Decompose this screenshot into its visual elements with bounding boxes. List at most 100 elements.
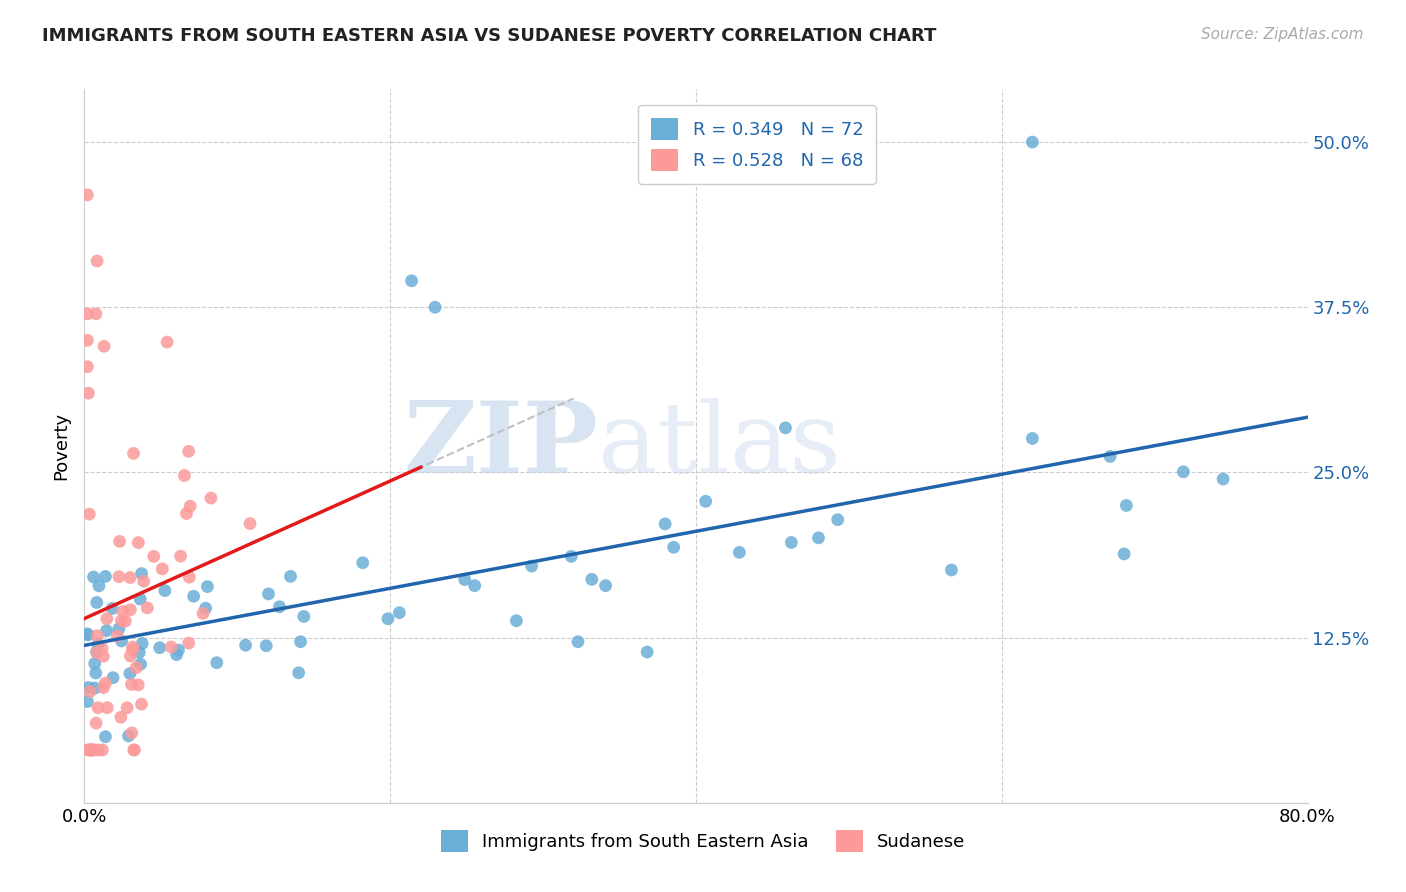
Point bbox=[86, 645, 108, 659]
Point bbox=[423, 300, 446, 314]
Point bbox=[76, 694, 98, 708]
Point bbox=[86, 254, 108, 268]
Point bbox=[581, 572, 603, 586]
Point bbox=[108, 534, 131, 549]
Point bbox=[728, 545, 751, 559]
Point bbox=[121, 677, 143, 691]
Point bbox=[287, 665, 309, 680]
Text: Source: ZipAtlas.com: Source: ZipAtlas.com bbox=[1201, 27, 1364, 42]
Point bbox=[636, 645, 658, 659]
Point bbox=[93, 339, 115, 353]
Point bbox=[94, 730, 117, 744]
Point bbox=[149, 640, 172, 655]
Point bbox=[194, 601, 217, 615]
Point bbox=[254, 639, 277, 653]
Point bbox=[177, 636, 200, 650]
Point bbox=[169, 549, 191, 563]
Point bbox=[125, 660, 148, 674]
Point bbox=[77, 743, 100, 757]
Point bbox=[1021, 135, 1043, 149]
Point bbox=[352, 556, 374, 570]
Point bbox=[131, 636, 153, 650]
Point bbox=[388, 606, 411, 620]
Point bbox=[127, 678, 149, 692]
Point bbox=[76, 188, 98, 202]
Point bbox=[76, 333, 98, 347]
Point bbox=[520, 559, 543, 574]
Point bbox=[83, 657, 105, 671]
Point bbox=[166, 648, 188, 662]
Point bbox=[110, 710, 132, 724]
Point bbox=[76, 627, 98, 641]
Text: ZIP: ZIP bbox=[404, 398, 598, 494]
Point bbox=[505, 614, 527, 628]
Point bbox=[195, 580, 218, 594]
Point bbox=[108, 622, 131, 636]
Point bbox=[150, 562, 173, 576]
Point bbox=[122, 743, 145, 757]
Point bbox=[131, 697, 153, 711]
Point bbox=[131, 566, 153, 581]
Point bbox=[136, 600, 159, 615]
Point bbox=[183, 589, 205, 603]
Point bbox=[662, 541, 685, 555]
Point bbox=[84, 307, 107, 321]
Legend: Immigrants from South Eastern Asia, Sudanese: Immigrants from South Eastern Asia, Suda… bbox=[427, 818, 979, 865]
Point bbox=[83, 743, 105, 757]
Point bbox=[695, 494, 717, 508]
Point bbox=[1173, 465, 1195, 479]
Point bbox=[77, 743, 100, 757]
Point bbox=[179, 499, 201, 513]
Point bbox=[153, 583, 176, 598]
Point bbox=[235, 638, 257, 652]
Point bbox=[120, 603, 142, 617]
Point bbox=[87, 743, 110, 757]
Point bbox=[77, 681, 100, 695]
Point bbox=[96, 624, 118, 638]
Point bbox=[269, 599, 291, 614]
Point bbox=[82, 743, 104, 757]
Point bbox=[401, 274, 423, 288]
Point bbox=[115, 700, 138, 714]
Point bbox=[827, 513, 849, 527]
Point bbox=[117, 729, 139, 743]
Point bbox=[257, 587, 280, 601]
Point bbox=[84, 716, 107, 731]
Point bbox=[124, 743, 146, 757]
Point bbox=[82, 743, 104, 757]
Point bbox=[121, 640, 143, 654]
Point bbox=[83, 570, 105, 584]
Point bbox=[780, 535, 803, 549]
Point bbox=[77, 507, 100, 521]
Point bbox=[105, 629, 128, 643]
Point bbox=[127, 535, 149, 549]
Point bbox=[290, 634, 312, 648]
Point bbox=[111, 605, 134, 619]
Point bbox=[83, 681, 105, 695]
Point bbox=[167, 643, 190, 657]
Point bbox=[1114, 547, 1136, 561]
Point bbox=[101, 601, 124, 615]
Point bbox=[86, 595, 108, 609]
Point bbox=[94, 569, 117, 583]
Point bbox=[205, 656, 228, 670]
Point bbox=[79, 684, 101, 698]
Point bbox=[129, 592, 152, 607]
Point bbox=[775, 421, 797, 435]
Point bbox=[96, 700, 118, 714]
Point bbox=[200, 491, 222, 505]
Point bbox=[654, 516, 676, 531]
Point bbox=[86, 629, 108, 643]
Point bbox=[941, 563, 963, 577]
Point bbox=[91, 641, 114, 656]
Point bbox=[560, 549, 582, 564]
Point bbox=[1099, 450, 1122, 464]
Point bbox=[177, 444, 200, 458]
Point bbox=[96, 612, 118, 626]
Point bbox=[464, 579, 486, 593]
Point bbox=[128, 645, 150, 659]
Point bbox=[122, 446, 145, 460]
Point bbox=[87, 700, 110, 714]
Point bbox=[191, 607, 214, 621]
Point bbox=[76, 359, 98, 374]
